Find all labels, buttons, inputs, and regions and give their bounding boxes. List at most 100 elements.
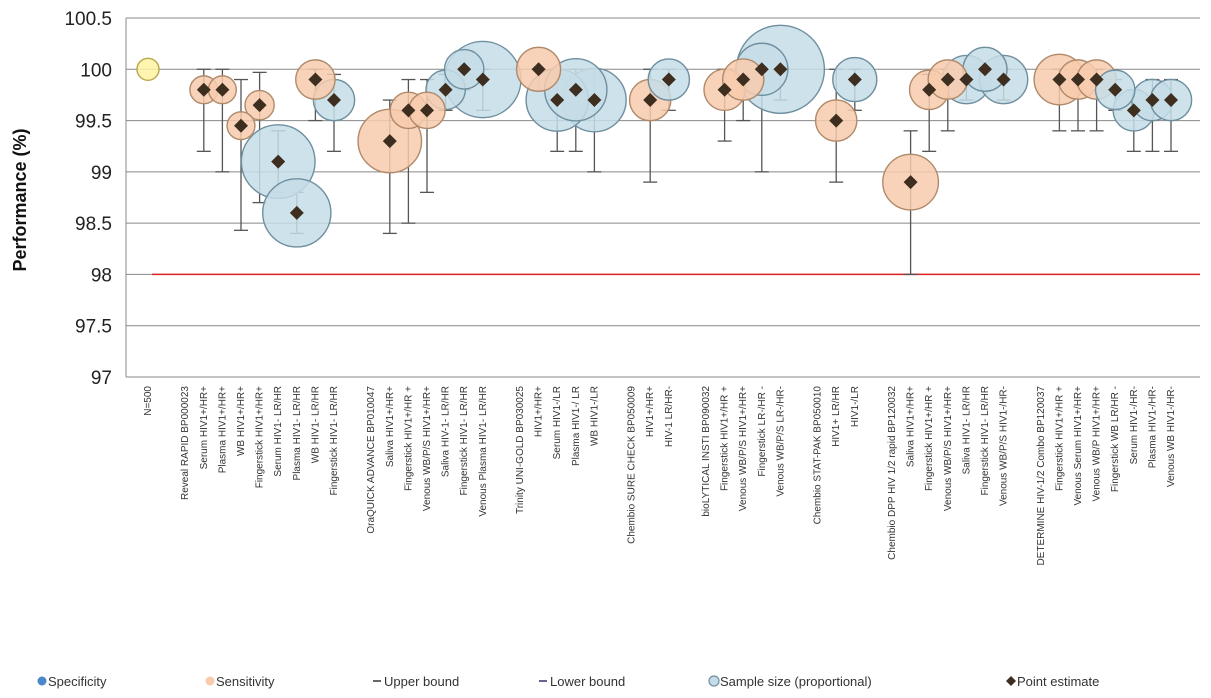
point-estimates [196,62,1178,220]
x-tick-label: Venous Serum HIV1+/HR+ [1073,386,1084,506]
legend-label: Specificity [48,674,107,689]
point-estimate-diamond [215,82,230,97]
x-tick-label: WB HIV1- LR/HR [310,386,321,463]
error-bar [234,78,248,231]
x-tick-label: N=500 [143,386,154,416]
x-tick-label: Fingerstick WB LR/HR - [1110,386,1121,492]
x-tick-label: Saliva HIV1+/HR+ [385,386,396,467]
x-tick-label: Venous WB HIV1-/HR- [1166,386,1177,487]
legend-marker [37,676,47,686]
point-estimate-diamond [829,113,844,128]
legend-item: Lower bound [539,674,625,689]
legend: Specificity Sensitivity Upper bound Lower b… [37,674,1099,689]
x-tick-label: Chembio SURE CHECK BP050009 [627,386,638,544]
point-estimate-diamond [457,62,472,77]
y-axis-title: Performance (%) [10,128,30,271]
point-estimate-diamond [773,62,788,77]
x-tick-label: Venous WB/P/S HIV1-/HR- [999,386,1010,506]
x-tick-label: WB HIV1+/HR+ [236,386,247,456]
x-tick-label: Plasma HIV1+/HR+ [217,386,228,473]
point-estimate-diamond [475,72,490,87]
x-tick-label: Saliva HIV1+/HR+ [906,386,917,467]
x-tick-label: Fingerstick HIV1+/HR + [403,386,414,491]
point-estimate-diamond [420,103,434,118]
point-estimate-diamond [978,62,992,77]
x-tick-label: Fingerstick LR-/HR - [757,386,768,477]
legend-item: Sensitivity [205,674,275,689]
x-tick-label: HIV1+/HR+ [645,386,656,437]
point-estimate-diamond [922,82,937,97]
x-tick-label: Trinity UNI-GOLD BP030025 [515,386,526,514]
x-tick-label: bioLYTICAL INSTI BP090032 [701,386,712,517]
legend-label: Sensitivity [216,674,275,689]
x-tick-label: Reveal RAPID BP000023 [180,386,191,500]
x-tick-label: Plasma HIV1- LR/HR [292,386,303,480]
point-estimate-diamond [196,82,211,97]
point-estimate-diamond [717,82,732,97]
x-tick-label: Fingerstick HIV1+/HR+ [255,386,266,488]
legend-marker [708,675,720,687]
point-estimate-diamond [568,82,583,97]
point-estimate-diamond [1089,72,1104,87]
point-estimate-diamond [940,72,955,87]
x-tick-label: WB HIV1-/LR [589,386,600,446]
sample-size-bubble [136,57,160,81]
point-estimate-diamond [252,98,267,113]
x-tick-label: Serum HIV1- LR/HR [273,386,284,477]
x-tick-label: Venous WB/P/S HIV1+/HR+ [738,386,749,511]
legend-label: Sample size (proportional) [720,674,872,689]
x-tick-label: Plasma HIV1-/ LR [571,386,582,466]
x-tick-label: Fingerstick HIV1+/HR + [924,386,935,491]
y-tick-label: 99 [91,163,112,184]
x-tick-label: HIV1+/HR+ [534,386,545,437]
point-estimate-diamond [1145,93,1160,108]
point-estimate-diamond [736,72,751,87]
legend-label: Upper bound [384,674,459,689]
point-estimate-diamond [643,93,658,108]
point-estimate-diamond [531,62,546,77]
x-tick-label: Serum HIV1-/HR- [1129,386,1140,464]
x-tick-label: OraQUICK ADVANCE BP010047 [366,386,377,534]
point-estimate-diamond [234,118,248,133]
x-tick-label: Venous WB/P/S LR-/HR- [775,386,786,497]
x-tick-label: Venous WB/P HIV1+/HR+ [1092,386,1103,502]
y-tick-labels: 97 97.5 98 98.5 99 99.5 100 100.5 [64,9,112,389]
y-tick-label: 100 [80,60,112,81]
y-tick-label: 98 [91,265,112,286]
x-tick-label: Serum HIV1+/HR+ [199,386,210,470]
x-tick-label: Plasma HIV1-/HR- [1147,386,1158,468]
y-tick-label: 98.5 [75,214,112,235]
x-tick-label: Fingerstick HIV1- LR/HR [980,386,991,495]
x-tick-label: Chembio STAT-PAK BP050010 [813,386,824,525]
x-tick-label: Fingerstick HIV1+/HR + [1054,386,1065,491]
x-tick-label: DETERMINE HIV-1/2 Combo BP120037 [1036,386,1047,566]
point-estimate-diamond [754,62,769,77]
point-estimate-diamond [550,93,565,108]
x-tick-label: HIV-1 LR/HR- [664,386,675,447]
y-tick-label: 100.5 [64,9,112,30]
legend-item: Upper bound [373,674,459,689]
point-estimate-diamond [401,103,416,118]
x-tick-label: Fingerstick HIV1- LR/HR [459,386,470,495]
x-tick-label: Saliva HIV1- LR/HR [961,386,972,474]
point-estimate-diamond [1164,93,1178,108]
point-estimate-diamond [271,154,286,169]
x-tick-label: Venous WB/P/S HIV1+/HR+ [943,386,954,511]
legend-label: Lower bound [550,674,625,689]
x-tick-label: Fingerstick HIV1+/HR + [720,386,731,491]
point-estimate-diamond [1071,72,1085,87]
point-estimate-diamond [438,82,453,97]
point-estimate-diamond [1108,82,1123,97]
x-tick-label: Serum HIV1-/LR [552,386,563,459]
y-tick-label: 99.5 [75,112,112,133]
point-estimate-diamond [847,72,862,87]
point-estimate-diamond [308,72,323,87]
x-tick-label: Saliva HIV-1- LR/HR [441,386,452,477]
point-estimate-diamond [587,93,602,108]
point-estimate-diamond [289,205,304,220]
y-tick-label: 97 [91,368,112,389]
point-estimate-diamond [1126,103,1141,118]
legend-item: Specificity [37,674,107,689]
point-estimate-diamond [1052,72,1067,87]
